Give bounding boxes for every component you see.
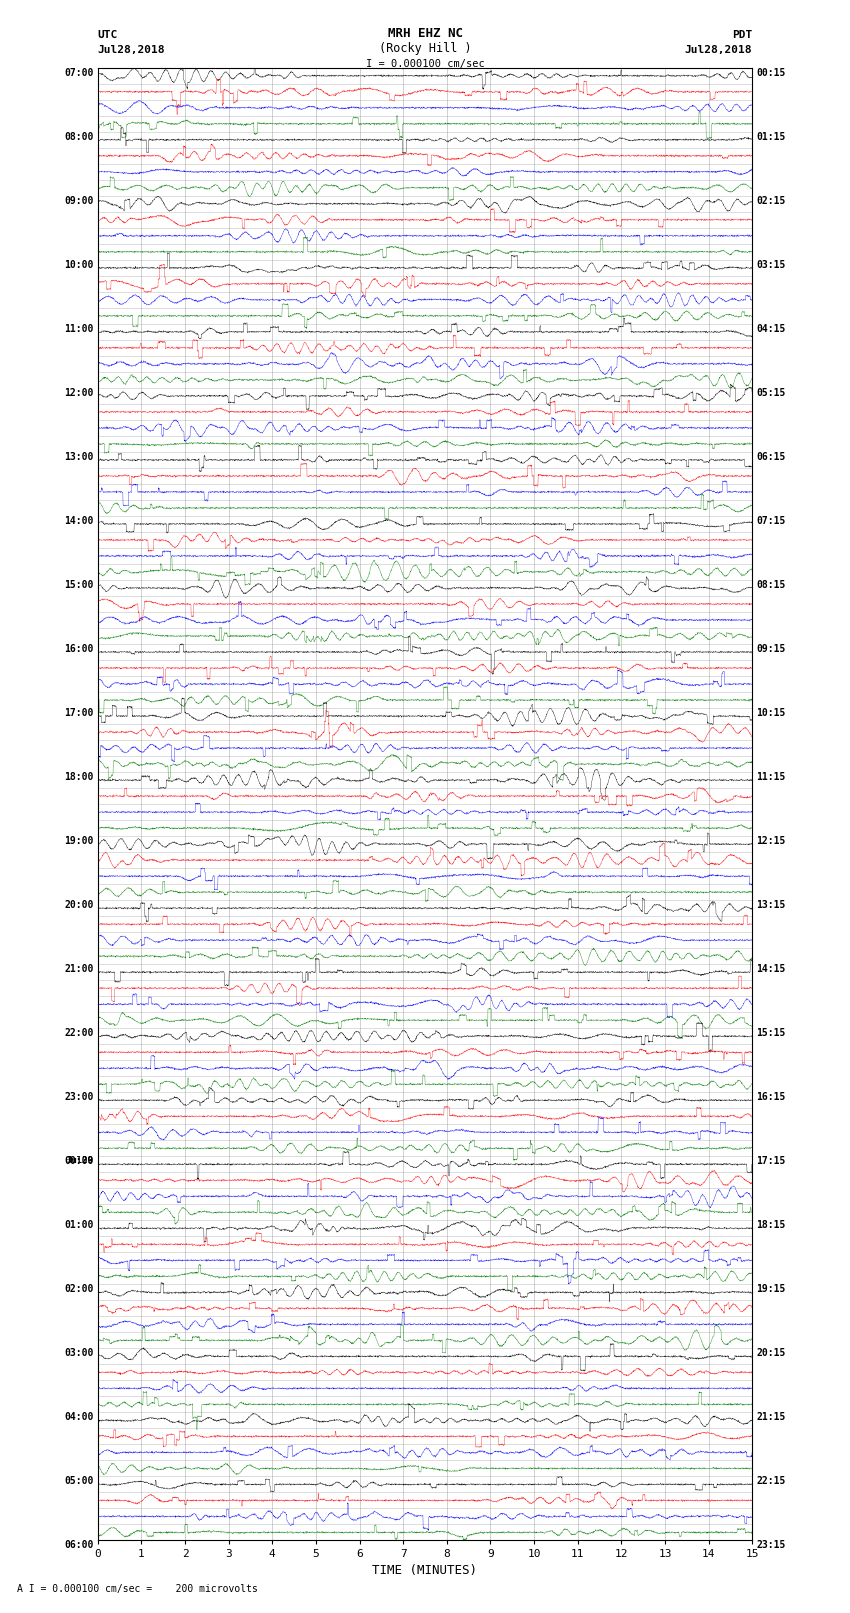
Text: 09:00: 09:00: [64, 195, 94, 206]
Text: 03:00: 03:00: [64, 1348, 94, 1358]
Text: 13:00: 13:00: [64, 452, 94, 461]
Text: (Rocky Hill ): (Rocky Hill ): [379, 42, 471, 55]
Text: 09:15: 09:15: [756, 644, 786, 653]
Text: 22:00: 22:00: [64, 1027, 94, 1039]
Text: 04:15: 04:15: [756, 324, 786, 334]
Text: 06:00: 06:00: [64, 1540, 94, 1550]
Text: 21:00: 21:00: [64, 965, 94, 974]
Text: 16:00: 16:00: [64, 644, 94, 653]
Text: PDT: PDT: [732, 29, 752, 39]
Text: 10:15: 10:15: [756, 708, 786, 718]
Text: 14:00: 14:00: [64, 516, 94, 526]
Text: 17:15: 17:15: [756, 1157, 786, 1166]
Text: 12:00: 12:00: [64, 387, 94, 398]
Text: Jul28,2018: Jul28,2018: [98, 45, 165, 55]
Text: UTC: UTC: [98, 29, 118, 39]
Text: 12:15: 12:15: [756, 836, 786, 847]
Text: 18:15: 18:15: [756, 1221, 786, 1231]
X-axis label: TIME (MINUTES): TIME (MINUTES): [372, 1563, 478, 1576]
Text: 02:00: 02:00: [64, 1284, 94, 1294]
Text: 01:00: 01:00: [64, 1221, 94, 1231]
Text: 02:15: 02:15: [756, 195, 786, 206]
Text: 22:15: 22:15: [756, 1476, 786, 1487]
Text: 06:15: 06:15: [756, 452, 786, 461]
Text: 01:15: 01:15: [756, 132, 786, 142]
Text: 00:00: 00:00: [64, 1157, 94, 1166]
Text: 21:15: 21:15: [756, 1413, 786, 1423]
Text: 16:15: 16:15: [756, 1092, 786, 1102]
Text: MRH EHZ NC: MRH EHZ NC: [388, 26, 462, 39]
Text: 00:15: 00:15: [756, 68, 786, 77]
Text: 03:15: 03:15: [756, 260, 786, 269]
Text: 19:00: 19:00: [64, 836, 94, 847]
Text: 18:00: 18:00: [64, 773, 94, 782]
Text: 15:00: 15:00: [64, 581, 94, 590]
Text: 04:00: 04:00: [64, 1413, 94, 1423]
Text: 15:15: 15:15: [756, 1027, 786, 1039]
Text: 20:15: 20:15: [756, 1348, 786, 1358]
Text: 13:15: 13:15: [756, 900, 786, 910]
Text: 23:15: 23:15: [756, 1540, 786, 1550]
Text: A I = 0.000100 cm/sec =    200 microvolts: A I = 0.000100 cm/sec = 200 microvolts: [17, 1584, 258, 1594]
Text: 08:00: 08:00: [64, 132, 94, 142]
Text: 07:15: 07:15: [756, 516, 786, 526]
Text: 11:15: 11:15: [756, 773, 786, 782]
Text: Jul28,2018: Jul28,2018: [685, 45, 752, 55]
Text: 23:00: 23:00: [64, 1092, 94, 1102]
Text: 10:00: 10:00: [64, 260, 94, 269]
Text: I = 0.000100 cm/sec: I = 0.000100 cm/sec: [366, 60, 484, 69]
Text: 05:00: 05:00: [64, 1476, 94, 1487]
Text: 17:00: 17:00: [64, 708, 94, 718]
Text: 11:00: 11:00: [64, 324, 94, 334]
Text: 05:15: 05:15: [756, 387, 786, 398]
Text: 19:15: 19:15: [756, 1284, 786, 1294]
Text: 08:15: 08:15: [756, 581, 786, 590]
Text: 20:00: 20:00: [64, 900, 94, 910]
Text: 14:15: 14:15: [756, 965, 786, 974]
Text: 07:00: 07:00: [64, 68, 94, 77]
Text: Jul29: Jul29: [66, 1157, 94, 1165]
